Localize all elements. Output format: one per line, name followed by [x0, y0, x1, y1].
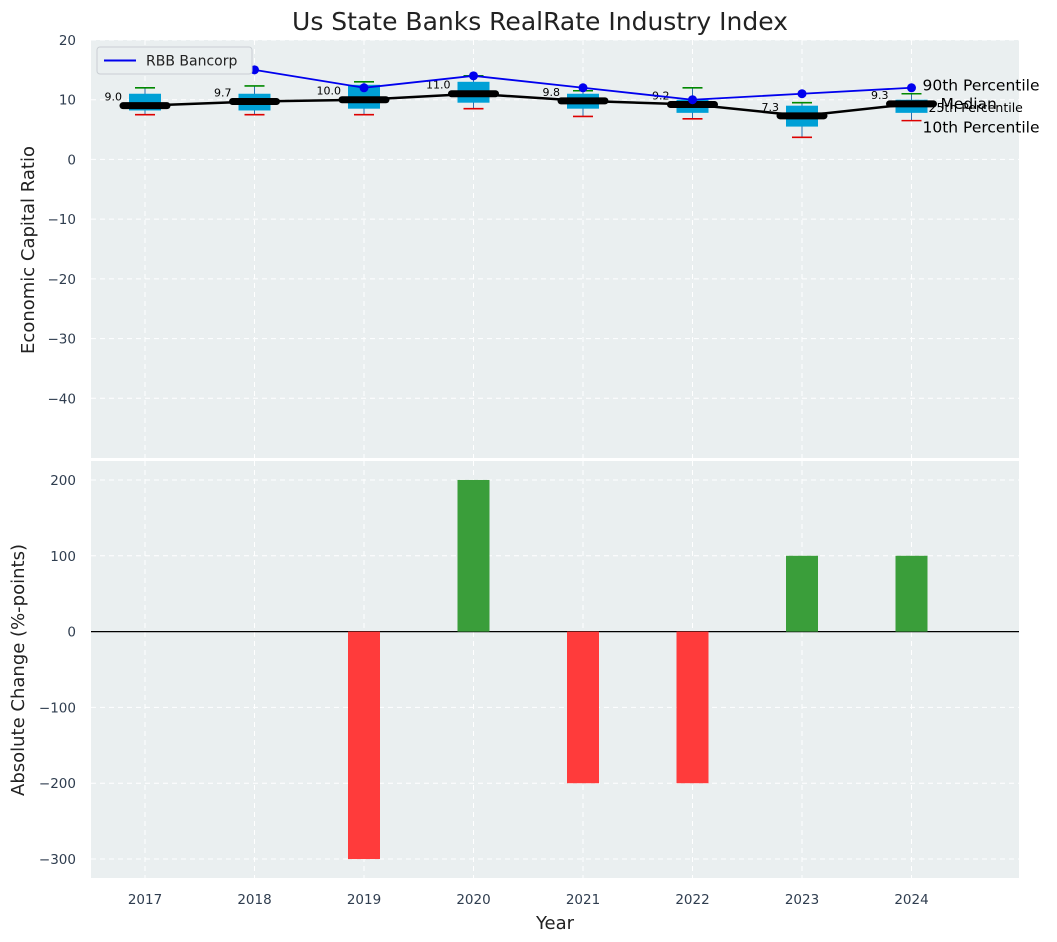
bottom-y-axis-label: Absolute Change (%-points) [8, 544, 29, 796]
top-y-tick-label: 20 [59, 33, 76, 49]
top-y-tick-label: −30 [48, 332, 77, 348]
change-bar-negative [348, 631, 380, 860]
x-tick-label: 2018 [237, 892, 271, 908]
rbb-bancorp-point [688, 95, 697, 105]
x-tick-label: 2021 [566, 892, 600, 908]
x-axis-label: Year [535, 913, 575, 934]
change-bar-positive [457, 479, 490, 632]
x-tick-label: 2020 [456, 892, 490, 908]
rbb-bancorp-point [797, 89, 807, 99]
median-value-label: 7.3 [762, 101, 780, 114]
top-y-tick-label: −40 [48, 391, 77, 407]
x-tick-label: 2017 [128, 892, 162, 908]
top-grid [91, 39, 1019, 458]
rbb-bancorp-point [907, 83, 916, 93]
x-tick-label: 2019 [347, 892, 381, 908]
legend-label-rbb: RBB Bancorp [146, 54, 237, 70]
bottom-y-tick-label: 0 [67, 625, 76, 641]
bottom-y-tick-label: −300 [39, 852, 76, 868]
top-y-tick-label: 10 [59, 93, 76, 109]
rbb-bancorp-point [469, 71, 478, 81]
change-bar-negative [567, 631, 599, 784]
top-y-tick-label: −20 [48, 272, 77, 288]
x-ticks: 2017 2018 2019 2020 2021 2022 2023 2024 [128, 892, 929, 908]
bottom-y-tick-label: 100 [50, 549, 76, 565]
annotation-10th-percentile: 10th Percentile [923, 119, 1040, 137]
bottom-y-tick-label: −200 [39, 776, 76, 792]
top-y-ticks: 20 10 0 −10 −20 −30 −40 [48, 33, 77, 407]
rbb-bancorp-point [578, 83, 588, 93]
bottom-marks [91, 479, 1019, 860]
bottom-y-tick-label: −100 [39, 700, 76, 716]
top-y-tick-label: −10 [48, 212, 77, 228]
legend: RBB Bancorp [96, 46, 253, 75]
median-value-label: 9.3 [871, 89, 889, 102]
annotation-median: Median [941, 95, 997, 113]
change-bar-positive [786, 555, 818, 632]
change-bar-positive [895, 555, 928, 632]
x-tick-label: 2024 [894, 892, 928, 908]
legend-frame [96, 46, 253, 75]
median-value-label: 9.8 [543, 86, 561, 99]
median-value-label: 9.0 [105, 91, 123, 104]
median-value-label: 10.0 [317, 85, 342, 98]
median-value-label: 11.0 [426, 79, 451, 92]
x-tick-label: 2022 [675, 892, 709, 908]
top-y-axis-label: Economic Capital Ratio [18, 146, 39, 354]
annotation-25th-percentile: 25th Percentile [929, 100, 1024, 115]
x-tick-label: 2023 [785, 892, 819, 908]
annotation-90th-percentile: 90th Percentile [923, 77, 1040, 95]
top-y-tick-label: 0 [67, 152, 76, 168]
median-value-label: 9.7 [214, 87, 232, 100]
bottom-plot-area [91, 461, 1019, 878]
rbb-bancorp-point [359, 83, 369, 93]
bottom-y-ticks: 200 100 0 −100 −200 −300 [39, 473, 76, 868]
change-bar-negative [676, 631, 709, 784]
bottom-y-tick-label: 200 [50, 473, 76, 489]
chart-title: Us State Banks RealRate Industry Index [292, 7, 788, 36]
